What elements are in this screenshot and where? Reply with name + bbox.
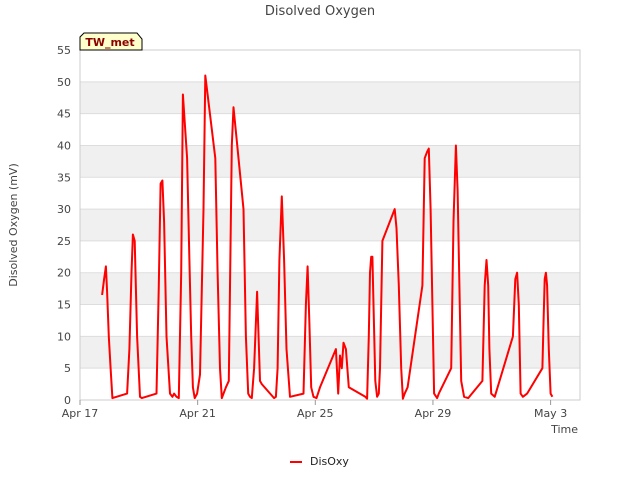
y-axis-ticks: 0 5 10 15 20 25 30 35 40 45 50 55 [57,44,71,407]
station-badge-shape [79,32,143,51]
plot-bands [80,81,580,369]
grid-lines [80,49,580,401]
y-tick-label: 20 [57,267,71,280]
plot-band [80,209,580,241]
y-tick-label: 25 [57,235,71,248]
y-tick-label: 15 [57,299,71,312]
x-tick-label: Apr 17 [62,407,99,420]
y-tick-label: 45 [57,108,71,121]
x-axis-ticks: Apr 17 Apr 21 Apr 25 Apr 29 May 3 [62,400,567,420]
y-tick-label: 55 [57,44,71,57]
y-tick-label: 5 [64,362,71,375]
y-tick-label: 0 [64,394,71,407]
x-tick-label: Apr 21 [179,407,216,420]
y-tick-label: 50 [57,76,71,89]
plot-band [80,272,580,305]
plot-area [79,49,581,401]
y-tick-label: 10 [57,330,71,343]
y-axis-title: Disolved Oxygen (mV) [7,163,20,287]
y-tick-label: 35 [57,171,71,184]
series-line-disoxy [101,74,554,400]
station-badge: TW_met [79,32,143,51]
y-tick-label: 40 [57,139,71,152]
plot-band [80,81,580,114]
x-tick-label: May 3 [534,407,567,420]
plot-band [80,145,580,178]
chart-title: Disolved Oxygen [265,4,375,19]
x-tick-label: Apr 25 [297,407,334,420]
station-badge-label: TW_met [85,36,134,49]
legend: DisOxy [290,455,349,468]
legend-label-disoxy: DisOxy [310,455,349,468]
y-tick-label: 30 [57,203,71,216]
x-tick-label: Apr 29 [415,407,452,420]
x-axis-title: Time [550,423,578,436]
